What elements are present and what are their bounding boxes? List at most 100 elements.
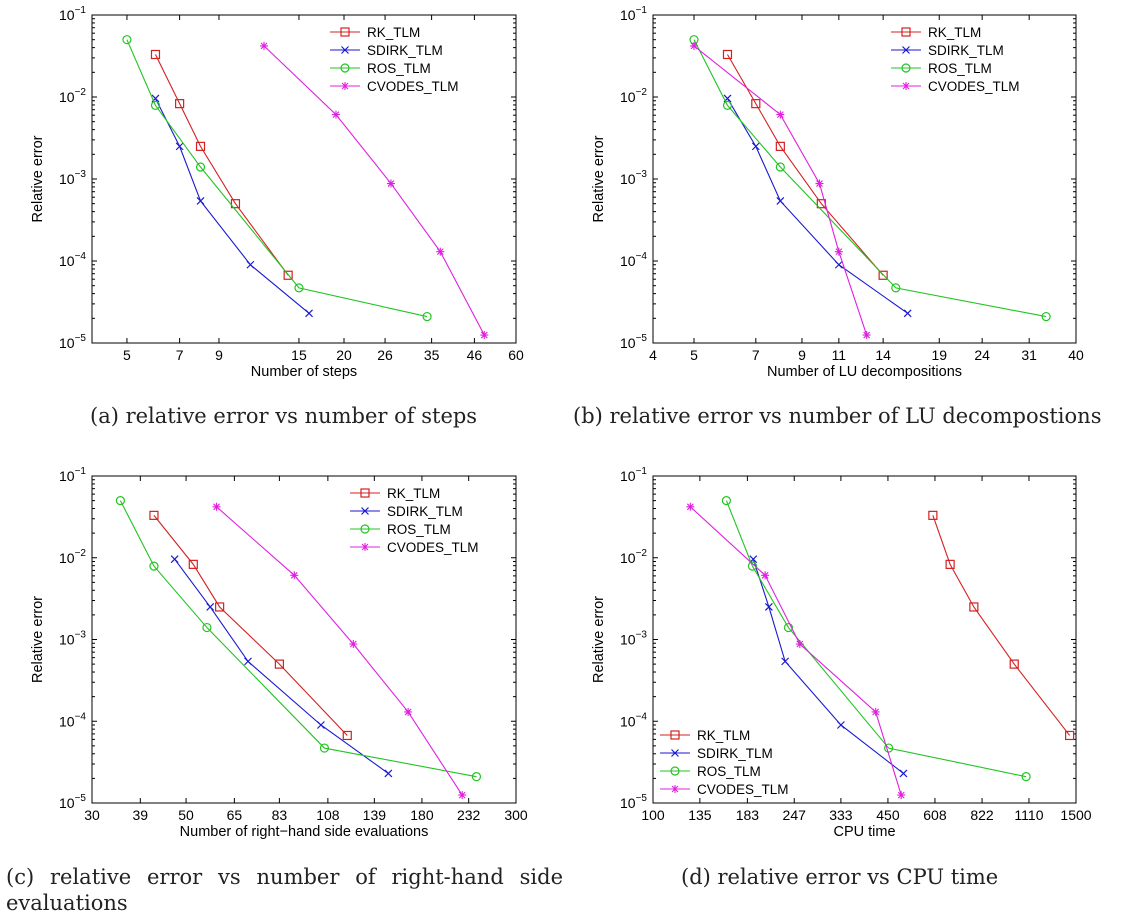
y-tick-label: 10−2 (59, 87, 86, 105)
x-axis-label: CPU time (833, 824, 895, 840)
x-tick-label: 40 (1068, 347, 1084, 363)
data-point (274, 659, 284, 669)
legend-label: ROS_TLM (928, 61, 992, 76)
x-axis-label: Number of steps (251, 364, 357, 380)
plot-frame (91, 475, 517, 804)
data-point (196, 197, 205, 205)
y-tick-label: 10−1 (620, 466, 647, 484)
data-point (149, 510, 159, 520)
series-ROS_TLM (122, 35, 432, 322)
data-point (404, 707, 413, 716)
legend-label: SDIRK_TLM (367, 43, 443, 58)
x-tick-label: 60 (508, 347, 524, 363)
data-point (1021, 772, 1031, 782)
chart-panel-0: 10−5 10−4 10−3 10−2 10−1 5 7 9 15 20 26 35 46 60 Numbe… (30, 5, 524, 380)
x-tick-label: 9 (798, 347, 806, 363)
data-point (884, 743, 894, 753)
legend-marker (361, 507, 369, 515)
series-ROS_TLM (689, 35, 1051, 322)
y-tick-label: 10−4 (59, 711, 86, 729)
data-point (776, 197, 785, 205)
legend-label: SDIRK_TLM (387, 504, 463, 519)
series-RK_TLM (150, 49, 293, 280)
x-tick-label: 100 (641, 807, 665, 823)
y-tick-label: 10−4 (59, 251, 86, 269)
y-tick-label: 10−1 (59, 466, 86, 484)
x-tick-label: 183 (736, 807, 760, 823)
data-point (776, 110, 785, 119)
series-CVODES_TLM (260, 41, 489, 340)
data-point (349, 640, 358, 649)
x-tick-label: 46 (467, 347, 483, 363)
y-tick-label: 10−2 (620, 87, 647, 105)
data-point (188, 559, 198, 569)
series-CVODES_TLM (689, 41, 871, 340)
series-ROS_TLM (721, 496, 1031, 782)
legend-marker (670, 730, 680, 740)
series-SDIRK_TLM (170, 555, 393, 778)
data-point (928, 510, 938, 520)
chart-panel-2: 10−5 10−4 10−3 10−2 10−1 30 39 50 65 83 108 139 180 2… (30, 466, 528, 840)
legend-marker (902, 82, 910, 90)
data-point (319, 743, 330, 753)
data-point (891, 283, 901, 293)
data-point (215, 602, 225, 612)
x-axis-label: Number of LU decompositions (767, 364, 962, 380)
legend-label: CVODES_TLM (928, 79, 1020, 94)
data-point (195, 141, 206, 151)
legend-label: ROS_TLM (697, 764, 761, 779)
x-tick-label: 135 (688, 807, 712, 823)
data-point (175, 142, 184, 151)
y-tick-label: 10−3 (59, 169, 86, 187)
y-tick-label: 10−3 (59, 630, 86, 648)
series-line (693, 39, 1047, 318)
x-tick-label: 11 (832, 347, 847, 363)
legend-marker (360, 524, 370, 534)
data-point (815, 179, 824, 188)
x-tick-label: 26 (377, 347, 393, 363)
x-tick-label: 65 (227, 807, 243, 823)
data-point (781, 657, 790, 666)
legend-marker (341, 82, 349, 90)
legend-label: CVODES_TLM (367, 79, 459, 94)
legend-marker (901, 63, 911, 73)
x-tick-label: 5 (690, 347, 698, 363)
data-point (175, 99, 185, 109)
legend: RK_TLM SDIRK_TLM ROS_TLM CVODES_TLM (660, 728, 789, 797)
plot-frame (91, 14, 517, 344)
series-line (119, 500, 477, 778)
x-tick-label: 39 (133, 807, 149, 823)
data-point (471, 772, 482, 782)
y-tick-label: 10−5 (59, 793, 86, 811)
data-point (1009, 659, 1019, 669)
data-point (834, 260, 843, 269)
y-tick-label: 10−3 (620, 630, 647, 648)
x-tick-label: 333 (829, 807, 853, 823)
legend-marker (901, 27, 911, 37)
series-line (725, 500, 1027, 778)
y-axis-label: Relative error (30, 135, 46, 222)
x-tick-label: 5 (123, 347, 131, 363)
series-RK_TLM (149, 510, 352, 741)
series-SDIRK_TLM (151, 94, 313, 318)
legend-marker (670, 766, 680, 776)
caption-d: (d) relative error vs CPU time (681, 865, 999, 889)
x-tick-label: 7 (176, 347, 184, 363)
x-tick-label: 822 (970, 807, 994, 823)
legend-marker (361, 543, 369, 551)
y-tick-label: 10−3 (620, 169, 647, 187)
legend-marker (671, 749, 679, 757)
chart-panel-3: 10−5 10−4 10−3 10−2 10−1 100 135 183 247 333 450 60… (591, 466, 1092, 840)
x-tick-label: 30 (84, 807, 100, 823)
legend-label: ROS_TLM (387, 522, 451, 537)
legend-marker (671, 785, 679, 793)
data-point (122, 35, 132, 45)
data-point (305, 309, 313, 318)
data-point (903, 309, 912, 318)
legend: RK_TLM SDIRK_TLM ROS_TLM CVODES_TLM (350, 486, 479, 555)
data-point (294, 283, 304, 293)
data-point (150, 49, 161, 60)
y-tick-label: 10−5 (59, 333, 86, 351)
data-point (386, 179, 395, 188)
x-tick-label: 24 (974, 347, 990, 363)
